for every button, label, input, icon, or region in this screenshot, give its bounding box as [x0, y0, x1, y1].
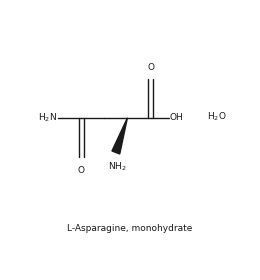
Text: O: O	[78, 166, 84, 175]
Text: H$_2$N: H$_2$N	[38, 111, 57, 124]
Text: OH: OH	[170, 113, 184, 122]
Polygon shape	[112, 118, 127, 154]
Text: L-Asparagine, monohydrate: L-Asparagine, monohydrate	[67, 224, 193, 233]
Text: O: O	[147, 63, 154, 72]
Text: NH$_2$: NH$_2$	[108, 161, 126, 173]
Text: H$_2$O: H$_2$O	[207, 110, 227, 123]
